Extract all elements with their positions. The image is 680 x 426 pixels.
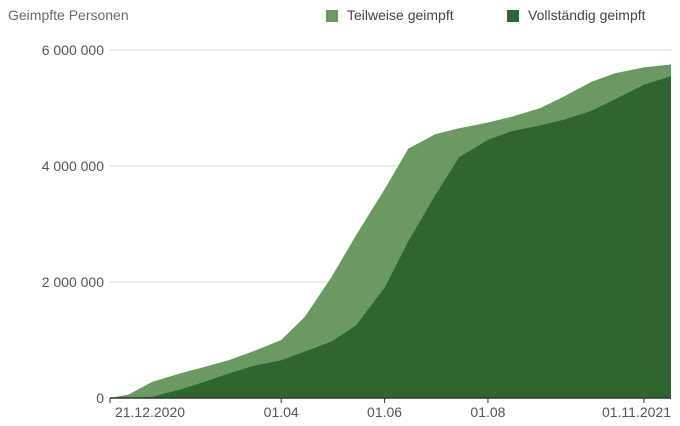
y-tick-label: 6 000 000 (42, 42, 104, 58)
x-tick-label: 01.04 (264, 404, 299, 420)
y-tick-label: 2 000 000 (42, 274, 104, 290)
x-tick-label: 21.12.2020 (115, 404, 185, 420)
plot-areas (110, 64, 671, 398)
legend-swatch-vollstaendig (507, 10, 519, 22)
area-vollstaendig-geimpft (110, 76, 671, 398)
x-tick-label: 01.08 (470, 404, 505, 420)
legend: Teilweise geimpft Vollständig geimpft (326, 7, 646, 23)
legend-swatch-teilweise (326, 10, 338, 22)
x-axis-ticks: 21.12.2020 01.04 01.06 01.08 01.11.2021 (109, 398, 671, 420)
y-tick-label: 4 000 000 (42, 158, 104, 174)
y-axis-ticks: 0 2 000 000 4 000 000 6 000 000 (42, 42, 105, 406)
y-tick-label: 0 (96, 390, 104, 406)
y-axis-title: Geimpfte Personen (8, 7, 129, 23)
x-tick-label: 01.11.2021 (602, 404, 671, 420)
legend-label-vollstaendig: Vollständig geimpft (528, 7, 646, 23)
x-tick-label: 01.06 (367, 404, 402, 420)
legend-label-teilweise: Teilweise geimpft (347, 7, 454, 23)
